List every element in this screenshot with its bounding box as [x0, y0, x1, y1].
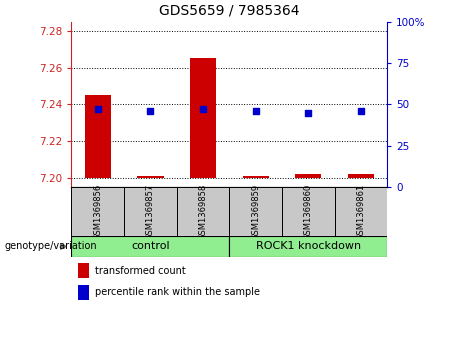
- Text: percentile rank within the sample: percentile rank within the sample: [95, 287, 260, 297]
- Bar: [295, 174, 321, 178]
- Bar: [190, 58, 216, 178]
- FancyBboxPatch shape: [229, 236, 387, 257]
- Text: GSM1369859: GSM1369859: [251, 183, 260, 240]
- Point: [199, 106, 207, 112]
- FancyBboxPatch shape: [335, 187, 387, 236]
- Text: genotype/variation: genotype/variation: [5, 241, 97, 252]
- Point: [305, 110, 312, 115]
- Point: [147, 108, 154, 114]
- Text: GSM1369858: GSM1369858: [199, 183, 207, 240]
- FancyBboxPatch shape: [229, 187, 282, 236]
- Text: GSM1369856: GSM1369856: [93, 183, 102, 240]
- Text: GSM1369861: GSM1369861: [356, 183, 366, 240]
- FancyBboxPatch shape: [282, 187, 335, 236]
- Point: [94, 106, 101, 112]
- Bar: [137, 176, 164, 178]
- Point: [252, 108, 260, 114]
- Bar: [78, 285, 89, 300]
- Point: [357, 108, 365, 114]
- FancyBboxPatch shape: [124, 187, 177, 236]
- Text: GSM1369860: GSM1369860: [304, 183, 313, 240]
- Bar: [242, 176, 269, 178]
- Text: control: control: [131, 241, 170, 252]
- Bar: [348, 174, 374, 178]
- Bar: [78, 263, 89, 278]
- Title: GDS5659 / 7985364: GDS5659 / 7985364: [159, 4, 300, 18]
- Bar: [85, 95, 111, 178]
- FancyBboxPatch shape: [177, 187, 229, 236]
- Text: GSM1369857: GSM1369857: [146, 183, 155, 240]
- FancyBboxPatch shape: [71, 236, 229, 257]
- Text: transformed count: transformed count: [95, 266, 186, 276]
- Text: ROCK1 knockdown: ROCK1 knockdown: [256, 241, 361, 252]
- FancyBboxPatch shape: [71, 187, 124, 236]
